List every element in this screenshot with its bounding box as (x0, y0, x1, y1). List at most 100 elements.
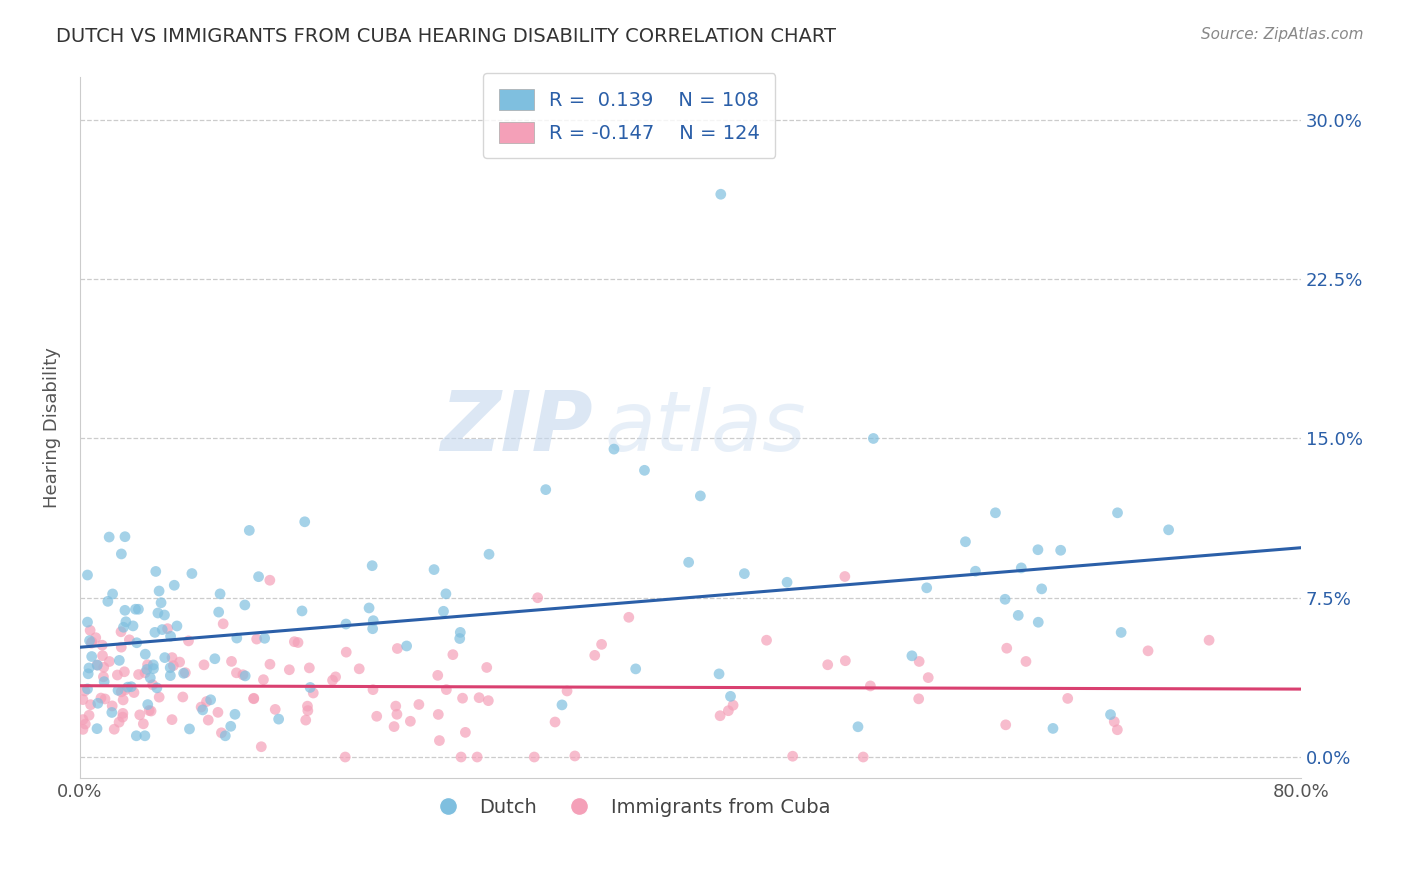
Point (294, 713, 316, 727)
Point (212, 616, 235, 631)
Point (80, 635, 103, 649)
Point (707, 666, 730, 681)
Point (98, 655, 121, 669)
Point (127, 602, 149, 616)
Point (159, 629, 181, 643)
Point (468, 690, 491, 705)
Point (432, 604, 454, 618)
Point (146, 681, 169, 695)
Point (80, 649, 103, 664)
Point (709, 708, 731, 723)
Point (156, 622, 179, 636)
Point (859, 679, 882, 693)
Point (86, 658, 108, 673)
Point (112, 620, 135, 634)
Point (111, 706, 134, 721)
Point (287, 635, 309, 649)
Point (534, 483, 557, 497)
Point (408, 698, 430, 712)
Point (523, 750, 546, 764)
Point (395, 639, 418, 653)
Point (544, 714, 567, 729)
Point (122, 619, 145, 633)
Point (1099, 707, 1122, 722)
Point (232, 667, 254, 681)
Point (118, 632, 141, 647)
Point (111, 710, 134, 724)
Point (955, 534, 977, 549)
Point (294, 515, 316, 529)
Point (1104, 714, 1126, 729)
Point (110, 624, 132, 639)
Point (193, 657, 215, 672)
Point (915, 581, 938, 595)
Text: atlas: atlas (605, 387, 807, 468)
Point (84, 631, 107, 645)
Point (1026, 542, 1049, 557)
Point (94, 692, 117, 706)
Point (243, 691, 266, 706)
Point (299, 681, 322, 695)
Point (995, 641, 1018, 656)
Point (1157, 523, 1180, 537)
Point (124, 602, 146, 616)
Point (148, 690, 170, 705)
Point (143, 625, 166, 640)
Point (475, 660, 498, 674)
Point (1049, 543, 1071, 558)
Point (86, 722, 108, 736)
Point (917, 671, 939, 685)
Point (477, 693, 499, 707)
Point (733, 566, 755, 581)
Point (429, 733, 451, 747)
Point (325, 670, 347, 684)
Point (76, 568, 98, 582)
Point (689, 489, 711, 503)
Point (591, 637, 613, 651)
Point (297, 699, 319, 714)
Point (1109, 625, 1132, 640)
Point (782, 749, 804, 764)
Point (91, 638, 114, 652)
Point (114, 603, 136, 617)
Point (160, 650, 183, 665)
Point (125, 729, 148, 743)
Point (267, 712, 290, 726)
Point (209, 587, 232, 601)
Point (134, 665, 156, 680)
Point (134, 729, 156, 743)
Point (166, 619, 188, 633)
Point (678, 555, 700, 569)
Point (465, 750, 488, 764)
Point (387, 641, 409, 656)
Point (984, 506, 1007, 520)
Point (233, 669, 256, 683)
Point (132, 716, 155, 731)
Point (117, 680, 139, 694)
Point (80, 636, 103, 650)
Point (77, 708, 100, 723)
Point (1107, 506, 1129, 520)
Point (77, 661, 100, 675)
Point (73, 684, 96, 698)
Legend: Dutch, Immigrants from Cuba: Dutch, Immigrants from Cuba (420, 790, 838, 824)
Point (134, 647, 156, 661)
Point (148, 584, 170, 599)
Point (834, 569, 856, 583)
Point (449, 632, 471, 646)
Point (399, 714, 422, 729)
Point (153, 607, 176, 622)
Point (427, 707, 450, 722)
Point (335, 617, 357, 632)
Point (207, 706, 229, 720)
Point (555, 684, 578, 698)
Point (159, 668, 181, 682)
Point (138, 704, 160, 718)
Text: ZIP: ZIP (440, 387, 592, 468)
Point (846, 720, 869, 734)
Point (908, 655, 931, 669)
Point (110, 640, 132, 655)
Point (225, 665, 247, 680)
Point (901, 648, 924, 663)
Point (145, 565, 167, 579)
